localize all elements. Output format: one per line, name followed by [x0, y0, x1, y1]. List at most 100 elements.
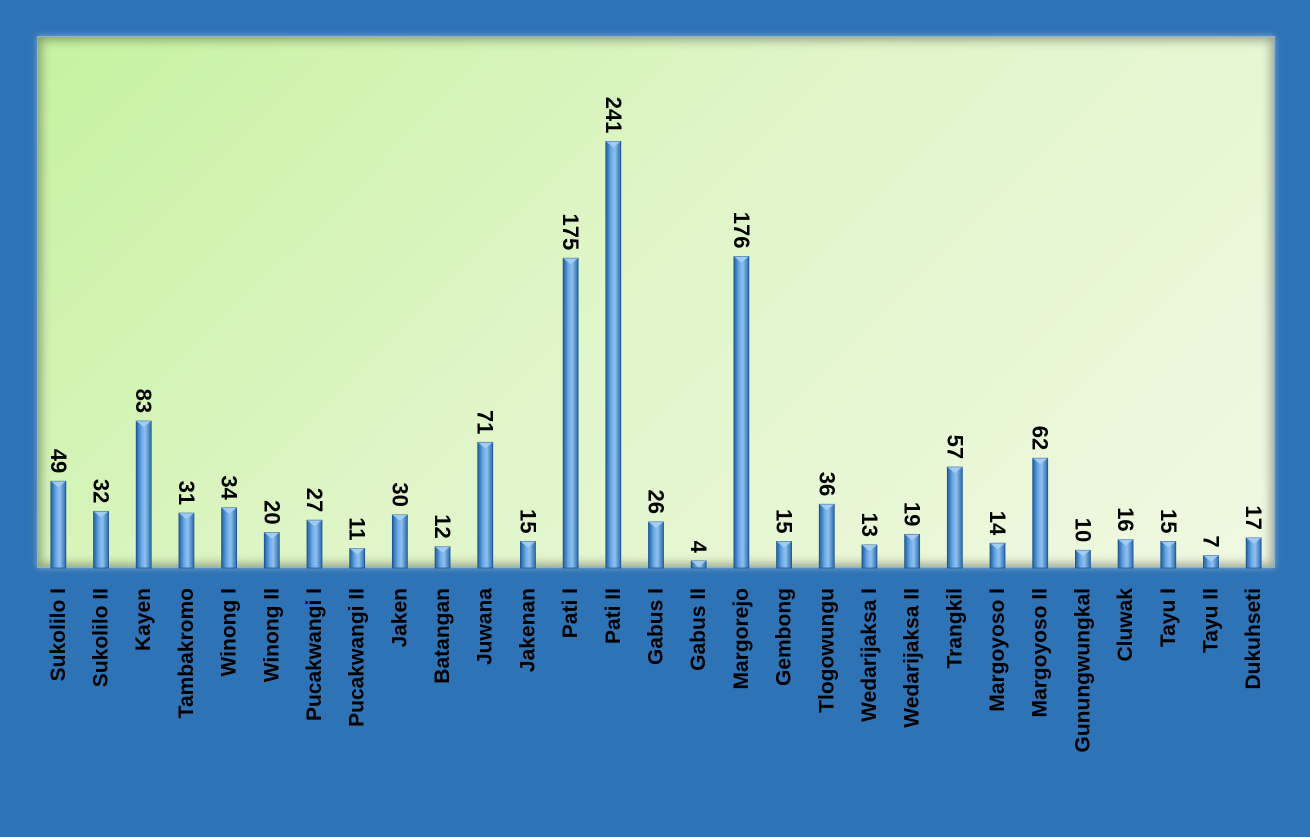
data-label: 62 — [1028, 426, 1053, 450]
category-label: Margoyoso II — [1029, 588, 1052, 718]
bar-cap — [1075, 550, 1091, 557]
data-label: 27 — [302, 488, 327, 512]
data-label: 4 — [686, 541, 711, 554]
category-label: Wedarijaksa II — [901, 588, 924, 728]
bar — [562, 257, 579, 569]
bar-cap — [136, 421, 152, 428]
category-label: Sukolilo I — [47, 588, 70, 681]
bar — [178, 512, 195, 569]
bar-cap — [93, 511, 109, 518]
category-label: Pucakwangi I — [303, 588, 326, 721]
data-label: 83 — [131, 389, 156, 413]
bar-cap — [861, 544, 877, 551]
data-label: 176 — [729, 212, 754, 249]
bar — [477, 441, 494, 569]
bar — [93, 510, 109, 569]
bar-cap — [1118, 539, 1134, 546]
bar — [818, 503, 835, 569]
category-label: Cluwak — [1114, 588, 1137, 662]
data-label: 36 — [814, 472, 839, 496]
data-label: 71 — [473, 410, 498, 434]
bar-cap — [563, 258, 579, 265]
bar — [221, 507, 238, 569]
bar-cap — [221, 507, 237, 514]
data-label: 19 — [900, 502, 925, 526]
category-label: Tayu I — [1157, 588, 1180, 647]
bar — [306, 519, 323, 569]
bar-cap — [1246, 537, 1262, 544]
bar-cap — [990, 543, 1006, 550]
category-label: Sukolilo II — [90, 588, 113, 687]
category-label: Margoyoso I — [986, 588, 1009, 712]
bar-cap — [1160, 541, 1176, 548]
bar-cap — [435, 546, 451, 553]
bar-cap — [904, 534, 920, 541]
category-label: Wedarijaksa I — [858, 588, 881, 722]
data-label: 57 — [942, 435, 967, 459]
category-label: Winong I — [218, 588, 241, 676]
data-label: 7 — [1198, 535, 1223, 547]
bar-cap — [947, 467, 963, 474]
category-label: Trangkil — [943, 588, 966, 669]
data-label: 34 — [217, 475, 242, 500]
category-label: Dukuhseti — [1242, 588, 1265, 690]
category-label: Winong II — [260, 588, 283, 682]
category-label: Kayen — [132, 588, 155, 651]
bars-group — [50, 141, 1262, 569]
bar-cap — [178, 513, 194, 520]
data-label: 175 — [558, 214, 583, 251]
data-label: 26 — [644, 489, 669, 513]
data-label: 16 — [1113, 507, 1138, 531]
data-label: 49 — [46, 449, 71, 473]
bar-cap — [349, 548, 365, 555]
category-label: Pucakwangi II — [346, 588, 369, 727]
bar — [50, 480, 67, 569]
bar-cap — [1032, 458, 1048, 465]
bar — [1032, 457, 1049, 569]
bar-cap — [264, 532, 280, 539]
data-labels-group: 49 32 83 31 34 20 27 11 30 12 71 15 175 241 26 4 176 15 36… — [46, 97, 1266, 554]
data-label: 20 — [259, 500, 284, 524]
category-label: Pati II — [602, 588, 625, 644]
category-label: Jaken — [388, 588, 411, 648]
data-label: 30 — [387, 482, 412, 506]
category-label: Jakenan — [516, 588, 539, 672]
data-label: 11 — [345, 517, 370, 540]
category-labels-group: Sukolilo I Sukolilo II Kayen Tambakromo Wino… — [47, 588, 1265, 753]
bar-cap — [605, 141, 621, 148]
data-label: 32 — [89, 479, 114, 503]
data-label: 13 — [857, 513, 882, 537]
data-label: 241 — [601, 97, 626, 134]
bar — [391, 514, 408, 569]
data-label: 10 — [1070, 518, 1095, 542]
category-label: Tlogowungu — [815, 588, 838, 713]
data-label: 12 — [430, 514, 455, 538]
category-label: Gunungwungkal — [1071, 588, 1094, 752]
bar-cap — [520, 541, 536, 548]
category-label: Margorejo — [730, 588, 753, 690]
bar-cap — [50, 481, 66, 488]
bar — [946, 466, 963, 569]
bar-cap — [819, 504, 835, 511]
bar-cap — [477, 442, 493, 449]
data-label: 15 — [515, 509, 540, 533]
category-label: Gembong — [773, 588, 796, 686]
category-label: Tayu II — [1199, 588, 1222, 653]
data-label: 31 — [174, 481, 199, 505]
bar — [733, 256, 750, 569]
bar — [135, 420, 152, 569]
category-label: Batangan — [431, 588, 454, 684]
bar — [605, 141, 622, 569]
bar — [648, 521, 664, 569]
bar-cap — [648, 521, 664, 528]
data-label: 17 — [1241, 505, 1266, 529]
bar-cap — [1203, 555, 1219, 562]
category-label: Juwana — [474, 588, 497, 665]
bar-cap — [306, 520, 322, 527]
category-label: Gabus I — [645, 588, 668, 665]
bar-cap — [733, 256, 749, 263]
data-label: 14 — [985, 511, 1010, 536]
bar-cap — [691, 560, 707, 567]
